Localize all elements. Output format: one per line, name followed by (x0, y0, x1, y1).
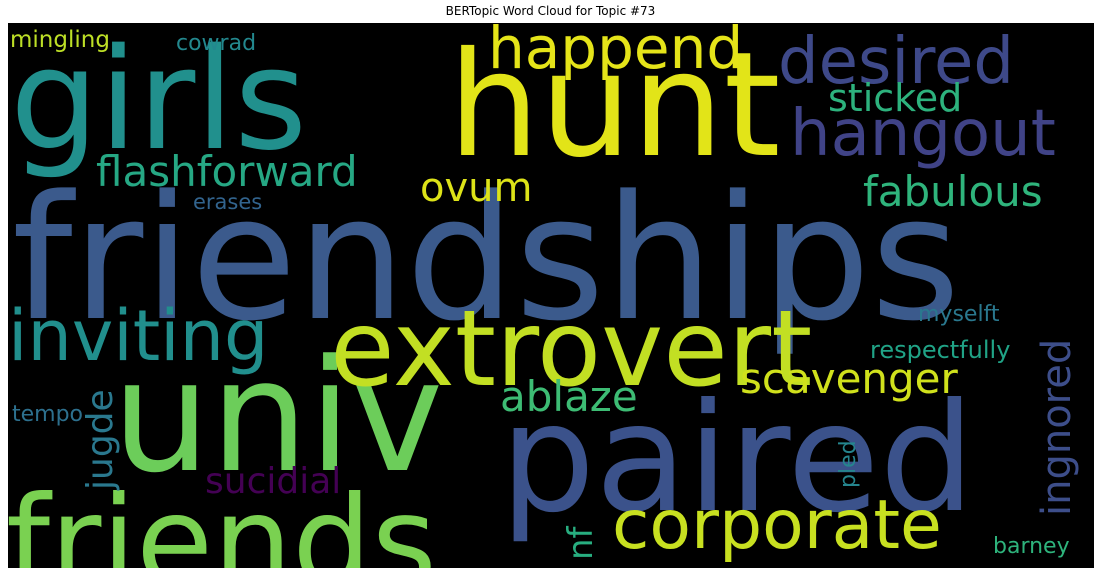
word-pled: pled (836, 440, 861, 488)
word-flashforward: flashforward (96, 147, 358, 196)
word-friends: friends (8, 470, 437, 568)
word-tempo: tempo (12, 402, 83, 427)
word-respectfully: respectfully (870, 336, 1010, 364)
word-sucidial: sucidial (205, 461, 341, 502)
word-jugde: jugde (80, 389, 121, 491)
word-happend: happend (488, 23, 743, 82)
word-erases: erases (193, 190, 262, 214)
word-scavenger: scavenger (740, 354, 959, 403)
word-fabulous: fabulous (863, 167, 1043, 216)
word-ovum: ovum (420, 165, 532, 211)
word-girls: girls (10, 23, 307, 182)
word-cloud-canvas: friendships univ paired hunt girls friends ext… (8, 23, 1094, 568)
word-inviting: inviting (8, 295, 268, 377)
word-extrovert: extrovert (330, 288, 812, 410)
word-ingnored: ingnored (1034, 339, 1080, 516)
word-friendships: friendships (12, 158, 960, 359)
word-barney: barney (993, 534, 1070, 559)
word-myselft: myselft (918, 302, 1000, 327)
word-hangout: hangout (790, 97, 1056, 171)
word-hunt: hunt (448, 23, 781, 190)
word-desired: desired (778, 25, 1014, 99)
word-sticked: sticked (828, 76, 962, 120)
word-corporate: corporate (612, 486, 942, 565)
word-nf: nf (561, 525, 601, 560)
word-cowrad: cowrad (176, 31, 256, 56)
chart-title: BERTopic Word Cloud for Topic #73 (445, 4, 656, 18)
word-univ: univ (112, 326, 443, 507)
word-mingling: mingling (10, 27, 110, 53)
word-paired: paired (500, 372, 975, 546)
word-ablaze: ablaze (500, 372, 638, 421)
